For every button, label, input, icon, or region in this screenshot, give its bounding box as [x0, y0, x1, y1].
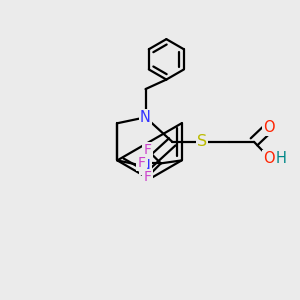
Text: H: H: [276, 152, 287, 166]
Text: N: N: [140, 159, 151, 174]
Text: S: S: [197, 134, 207, 149]
Text: F: F: [137, 156, 146, 170]
Text: F: F: [143, 170, 152, 184]
Text: F: F: [143, 143, 152, 157]
Text: O: O: [263, 120, 275, 135]
Text: N: N: [140, 110, 151, 125]
Text: O: O: [263, 152, 275, 166]
